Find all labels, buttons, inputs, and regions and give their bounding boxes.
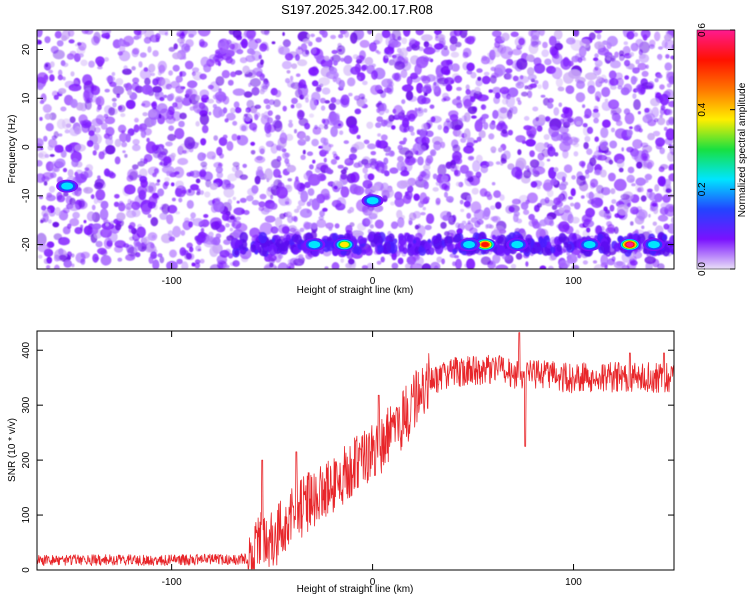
snr-y-tick-label: 400 — [21, 341, 32, 358]
spectrogram-y-label: Frequency (Hz) — [7, 115, 18, 184]
snr-y-label: SNR (10 * v/v) — [7, 418, 18, 482]
colorbar-tick-label: 0.6 — [697, 23, 708, 37]
band-peak-spot-0 — [61, 182, 74, 190]
figure-title: S197.2025.342.00.17.R08 — [281, 2, 433, 17]
spectrogram-speckle — [37, 30, 674, 269]
band-peak-4 — [463, 241, 475, 249]
colorbar-label: Normalized spectral amplitude — [737, 82, 748, 217]
band-peak-3 — [308, 241, 321, 249]
snr-series-line — [37, 332, 674, 570]
spectrogram-y-tick-label: 10 — [21, 92, 32, 104]
spectrogram-frame — [36, 29, 675, 270]
band-peak-5 — [511, 241, 524, 249]
snr-y-tick-label: 0 — [21, 567, 32, 573]
snr-y-tick-label: 100 — [21, 506, 32, 523]
spectrogram-y-tick-label: -10 — [21, 188, 32, 203]
band-peak-spot-1 — [366, 197, 379, 205]
snr-x-tick-label: 100 — [565, 577, 582, 588]
snr-y-ticks: 0 100 200 300 400 — [21, 341, 674, 573]
snr-frame — [36, 330, 675, 571]
spectrogram-x-label: Height of straight line (km) — [297, 285, 414, 296]
spectrogram-x-tick-label: 100 — [565, 276, 582, 287]
snr-x-tick-label: -100 — [162, 577, 182, 588]
snr-y-tick-label: 300 — [21, 396, 32, 413]
spectrogram-y-tick-label: -20 — [21, 237, 32, 252]
snr-x-label: Height of straight line (km) — [297, 584, 414, 595]
spectrogram-y-tick-label: 0 — [21, 144, 32, 150]
band-peak-0 — [339, 241, 349, 248]
spectrogram-x-tick-label: 0 — [370, 276, 376, 287]
snr-x-ticks: -100 0 100 — [162, 331, 582, 588]
colorbar-ticks: 0.0 0.2 0.4 0.6 — [697, 23, 735, 276]
snr-panel: -100 0 100 0 100 200 300 400 Height of straigh… — [7, 330, 675, 595]
colorbar-gradient — [697, 30, 735, 269]
spectrogram-x-ticks: -100 0 100 — [162, 30, 582, 287]
snr-x-tick-label: 0 — [370, 577, 376, 588]
colorbar-tick-label: 0.4 — [697, 102, 708, 116]
spectrogram-y-ticks: -20 -10 0 10 20 — [21, 44, 674, 252]
spectrogram-band — [56, 179, 665, 252]
colorbar: 0.0 0.2 0.4 0.6 Normalized spectral amplitu… — [696, 23, 748, 276]
band-peak-2 — [626, 242, 634, 248]
spectrogram-y-tick-label: 20 — [21, 44, 32, 56]
snr-y-tick-label: 200 — [21, 451, 32, 468]
spectrogram-x-tick-label: -100 — [162, 276, 182, 287]
colorbar-tick-label: 0.0 — [697, 262, 708, 276]
colorbar-tick-label: 0.2 — [697, 182, 708, 196]
band-peak-6 — [583, 241, 596, 249]
band-peak-1 — [481, 242, 489, 248]
band-peak-7 — [648, 241, 660, 249]
